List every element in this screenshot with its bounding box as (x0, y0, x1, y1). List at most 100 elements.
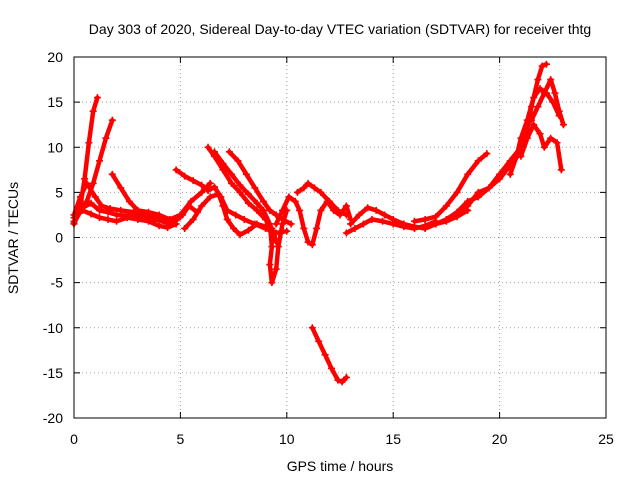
data-point-marker (474, 157, 482, 165)
data-point-marker (389, 215, 397, 223)
x-tick-label: 25 (598, 431, 614, 447)
data-point-marker (557, 166, 565, 174)
data-point-marker (325, 197, 333, 205)
data-point-marker (534, 103, 542, 111)
data-point-marker (300, 184, 308, 192)
data-point-marker (83, 179, 91, 187)
data-point-marker (321, 351, 329, 359)
data-point-marker (244, 190, 252, 198)
data-point-marker (283, 227, 291, 235)
data-point-marker (485, 184, 493, 192)
data-point-marker (98, 202, 106, 210)
data-point-marker (483, 150, 491, 158)
data-point-marker (287, 220, 295, 228)
data-point-marker (496, 170, 504, 178)
x-tick-labels: 0 5 10 15 20 25 (70, 431, 614, 447)
data-series (410, 150, 491, 225)
data-point-marker (166, 215, 174, 223)
data-point-marker (334, 376, 342, 384)
data-series (181, 190, 270, 239)
data-point-marker (253, 206, 261, 214)
chart-title: Day 303 of 2020, Sidereal Day-to-day VTE… (89, 21, 591, 37)
data-point-marker (342, 229, 350, 237)
x-tick-label: 15 (385, 431, 401, 447)
data-point-marker (453, 208, 461, 216)
data-point-marker (279, 206, 287, 214)
data-point-marker (334, 206, 342, 214)
x-tick-label: 20 (492, 431, 508, 447)
data-point-marker (542, 60, 550, 68)
data-point-marker (266, 220, 274, 228)
data-point-marker (327, 364, 335, 372)
y-tick-label: -10 (43, 320, 63, 336)
data-point-marker (266, 206, 274, 214)
data-point-marker (308, 324, 316, 332)
data-point-marker (347, 220, 355, 228)
y-tick-label: -20 (43, 410, 63, 426)
data-point-marker (517, 134, 525, 142)
data-point-marker (285, 193, 293, 201)
data-point-marker (108, 170, 116, 178)
data-point-marker (242, 170, 250, 178)
data-point-marker (410, 217, 418, 225)
data-point-marker (432, 220, 440, 228)
data-point-marker (123, 214, 131, 222)
data-point-marker (181, 172, 189, 180)
data-point-marker (240, 215, 248, 223)
data-point-marker (559, 121, 567, 129)
data-point-marker (144, 208, 152, 216)
data-point-marker (223, 215, 231, 223)
data-point-marker (381, 211, 389, 219)
data-point-marker (342, 211, 350, 219)
data-series (293, 179, 350, 219)
data-point-marker (89, 179, 97, 187)
x-tick-label: 5 (177, 431, 185, 447)
data-point-marker (189, 215, 197, 223)
data-point-marker (523, 134, 531, 142)
data-point-marker (181, 224, 189, 232)
data-point-marker (379, 217, 387, 225)
data-point-marker (206, 179, 214, 187)
y-tick-label: 0 (55, 230, 63, 246)
data-point-marker (155, 222, 163, 230)
data-point-marker (355, 211, 363, 219)
data-point-marker (113, 217, 121, 225)
data-point-marker (210, 183, 218, 191)
data-point-marker (310, 184, 318, 192)
data-point-marker (227, 179, 235, 187)
data-point-marker (540, 89, 548, 97)
data-series (528, 76, 567, 129)
data-point-marker (442, 215, 450, 223)
data-point-marker (372, 206, 380, 214)
data-point-marker (125, 197, 133, 205)
data-point-marker (364, 204, 372, 212)
y-tick-label: 15 (47, 94, 63, 110)
data-point-marker (215, 190, 223, 198)
data-point-marker (219, 159, 227, 167)
data-point-marker (117, 206, 125, 214)
data-point-marker (342, 202, 350, 210)
data-point-marker (442, 202, 450, 210)
data-point-marker (528, 116, 536, 124)
data-point-marker (400, 220, 408, 228)
data-series-group (70, 60, 567, 386)
data-point-marker (351, 224, 359, 232)
data-point-marker (244, 226, 252, 234)
data-point-marker (534, 76, 542, 84)
data-point-marker (225, 148, 233, 156)
data-point-marker (453, 188, 461, 196)
data-point-marker (253, 199, 261, 207)
data-point-marker (317, 188, 325, 196)
y-axis-title: SDTVAR / TECUs (5, 182, 21, 294)
data-point-marker (164, 224, 172, 232)
data-point-marker (79, 206, 87, 214)
data-point-marker (251, 184, 259, 192)
data-series (70, 206, 180, 232)
data-point-marker (104, 215, 112, 223)
data-point-marker (198, 202, 206, 210)
data-point-marker (317, 206, 325, 214)
data-point-marker (259, 206, 267, 214)
data-point-marker (304, 179, 312, 187)
data-point-marker (272, 265, 280, 273)
